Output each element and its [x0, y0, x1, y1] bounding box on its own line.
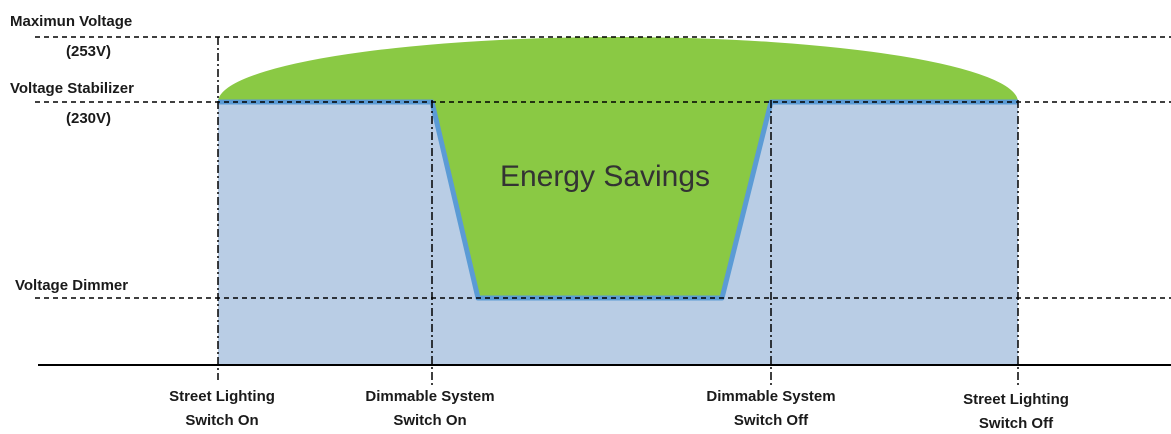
- event-label: Dimmable System: [706, 388, 835, 405]
- event-label: Street Lighting: [963, 391, 1069, 408]
- event-label: Switch On: [185, 412, 258, 429]
- level-label: Voltage Dimmer: [15, 277, 128, 294]
- region-label: Energy Savings: [500, 160, 710, 193]
- event-label: Switch Off: [734, 412, 809, 429]
- level-label: Maximun Voltage: [10, 13, 132, 30]
- level-label: (230V): [66, 110, 111, 127]
- event-label: Street Lighting: [169, 388, 275, 405]
- savings-area: [432, 102, 771, 298]
- event-label: Switch Off: [979, 415, 1054, 432]
- level-label: Voltage Stabilizer: [10, 80, 134, 97]
- event-label: Switch On: [393, 412, 466, 429]
- level-label: (253V): [66, 43, 111, 60]
- event-label: Dimmable System: [365, 388, 494, 405]
- dome-area: [218, 37, 1018, 102]
